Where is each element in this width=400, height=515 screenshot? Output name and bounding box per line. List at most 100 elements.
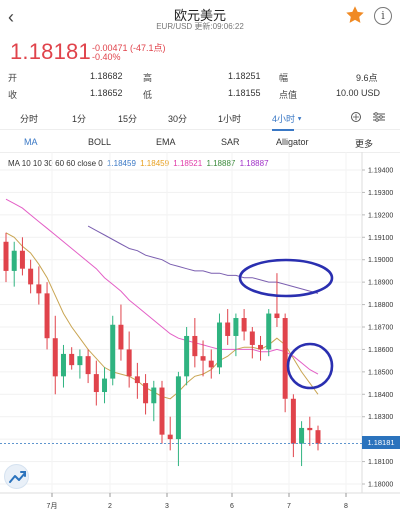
drawing-tool-button[interactable] [4, 464, 29, 489]
low-value: 1.18155 [228, 88, 261, 98]
timeframe-tabs: 分时 1分 15分 30分 1小时 4小时 ▼ [0, 104, 400, 131]
active-tab-underline [272, 129, 294, 131]
ma-legend-value-4: 1.18887 [206, 159, 236, 168]
candle-body [175, 376, 181, 440]
x-tick-label: 2 [108, 503, 112, 510]
x-tick-label: 7月 [47, 502, 58, 510]
candle-body [85, 356, 91, 375]
candle-body [258, 344, 264, 350]
y-tick-label: 1.18300 [368, 414, 393, 421]
candle-body [299, 427, 305, 444]
candle-body [266, 313, 272, 350]
candle-body [134, 376, 140, 384]
close-label: 收 [8, 90, 18, 100]
ma-legend-value-5: 1.18887 [239, 159, 269, 168]
compare-icon[interactable] [350, 111, 362, 123]
ma-line [87, 225, 319, 294]
tab-30min[interactable]: 30分 [168, 114, 188, 124]
candlestick-chart[interactable]: 1.19400 1.19300 1.19200 1.19100 1.19000 1.189… [0, 150, 400, 515]
candle-body [151, 387, 157, 404]
candle-body [36, 284, 42, 294]
high-label: 高 [143, 73, 153, 83]
tab-1min[interactable]: 1分 [72, 114, 87, 124]
range-value: 9.6点 [356, 73, 378, 83]
favorite-star-icon[interactable] [344, 4, 366, 26]
candle-body [274, 313, 280, 319]
ma-legend-value-1: 1.18459 [106, 159, 136, 168]
trend-icon [9, 471, 26, 483]
indicator-sar[interactable]: SAR [221, 137, 240, 147]
candle-body [192, 335, 198, 357]
top-bar: ‹ 欧元美元 EUR/USD 更新:09:06:22 i [0, 0, 400, 36]
candle-body [225, 322, 231, 336]
y-tick-label: 1.18100 [368, 459, 393, 466]
candle-body [167, 434, 173, 440]
tab-1hour[interactable]: 1小时 [218, 114, 242, 124]
indicator-boll[interactable]: BOLL [88, 137, 112, 147]
current-price-tag: 1.18181 [362, 436, 400, 449]
indicator-tabs: MA BOLL EMA SAR Alligator 更多 [0, 131, 400, 153]
indicator-alligator[interactable]: Alligator [276, 137, 309, 147]
candle-body [307, 427, 313, 431]
y-tick-label: 1.19000 [368, 257, 393, 264]
x-tick-label: 8 [344, 503, 348, 510]
chart-grid [0, 152, 365, 493]
candle-body [200, 356, 206, 361]
ma-line [5, 198, 319, 375]
candle-body [69, 353, 75, 366]
ma-legend-value-2: 1.18459 [140, 159, 170, 168]
tab-4hour-label: 4小时 [272, 114, 296, 124]
indicator-ma[interactable]: MA [24, 137, 38, 147]
open-value: 1.18682 [90, 71, 123, 81]
y-tick-label: 1.18800 [368, 302, 393, 309]
tab-15min[interactable]: 15分 [118, 114, 138, 124]
candle-body [233, 318, 239, 336]
y-axis: 1.19400 1.19300 1.19200 1.19100 1.19000 1.189… [368, 168, 393, 489]
y-tick-label: 1.18000 [368, 482, 393, 489]
candle-body [11, 250, 17, 271]
annotations [238, 258, 334, 390]
x-axis: 7月 2 3 6 7 8 [0, 492, 400, 510]
ma-legend: MA 10 10 30 60 60 close 0 1.18459 1.1845… [8, 159, 271, 168]
annotation-circle-2 [286, 342, 334, 390]
high-value: 1.18251 [228, 71, 261, 81]
range-label: 幅 [279, 73, 289, 83]
candle-body [60, 353, 66, 377]
spread-value: 10.00 USD [336, 88, 381, 98]
page-title: 欧元美元 [173, 8, 226, 23]
candle-body [249, 331, 255, 345]
y-tick-label: 1.18600 [368, 347, 393, 354]
y-tick-label: 1.18400 [368, 392, 393, 399]
candle-body [290, 398, 296, 444]
candle-body [52, 338, 58, 377]
back-button[interactable]: ‹ [8, 7, 14, 27]
tab-4hour[interactable]: 4小时 ▼ [272, 112, 303, 125]
x-tick-label: 7 [287, 503, 291, 510]
ma-legend-value-3: 1.18521 [173, 159, 203, 168]
candle-body [110, 324, 116, 379]
low-label: 低 [143, 90, 153, 100]
candle-body [216, 322, 222, 368]
indicator-ema[interactable]: EMA [156, 137, 176, 147]
y-tick-label: 1.19100 [368, 235, 393, 242]
dropdown-arrow-icon: ▼ [295, 116, 303, 123]
candle-body [44, 293, 50, 339]
candles [3, 232, 321, 467]
ma-legend-prefix: MA 10 10 30 60 60 close 0 [8, 159, 103, 168]
candle-body [77, 356, 83, 366]
candle-body [126, 349, 132, 377]
y-tick-label: 1.19400 [368, 168, 393, 175]
candle-body [28, 268, 34, 285]
tab-fenshi[interactable]: 分时 [20, 114, 39, 124]
settings-icon[interactable] [372, 111, 386, 123]
price-change-percent: -0.40% [92, 52, 121, 62]
indicator-more[interactable]: 更多 [355, 139, 374, 149]
candle-body [282, 318, 288, 399]
candle-body [241, 318, 247, 332]
current-price: 1.18181 [10, 39, 91, 64]
candle-body [102, 378, 108, 393]
info-icon[interactable]: i [374, 7, 392, 25]
candle-body [143, 383, 149, 404]
x-tick-label: 6 [230, 503, 234, 510]
candle-body [3, 241, 9, 271]
